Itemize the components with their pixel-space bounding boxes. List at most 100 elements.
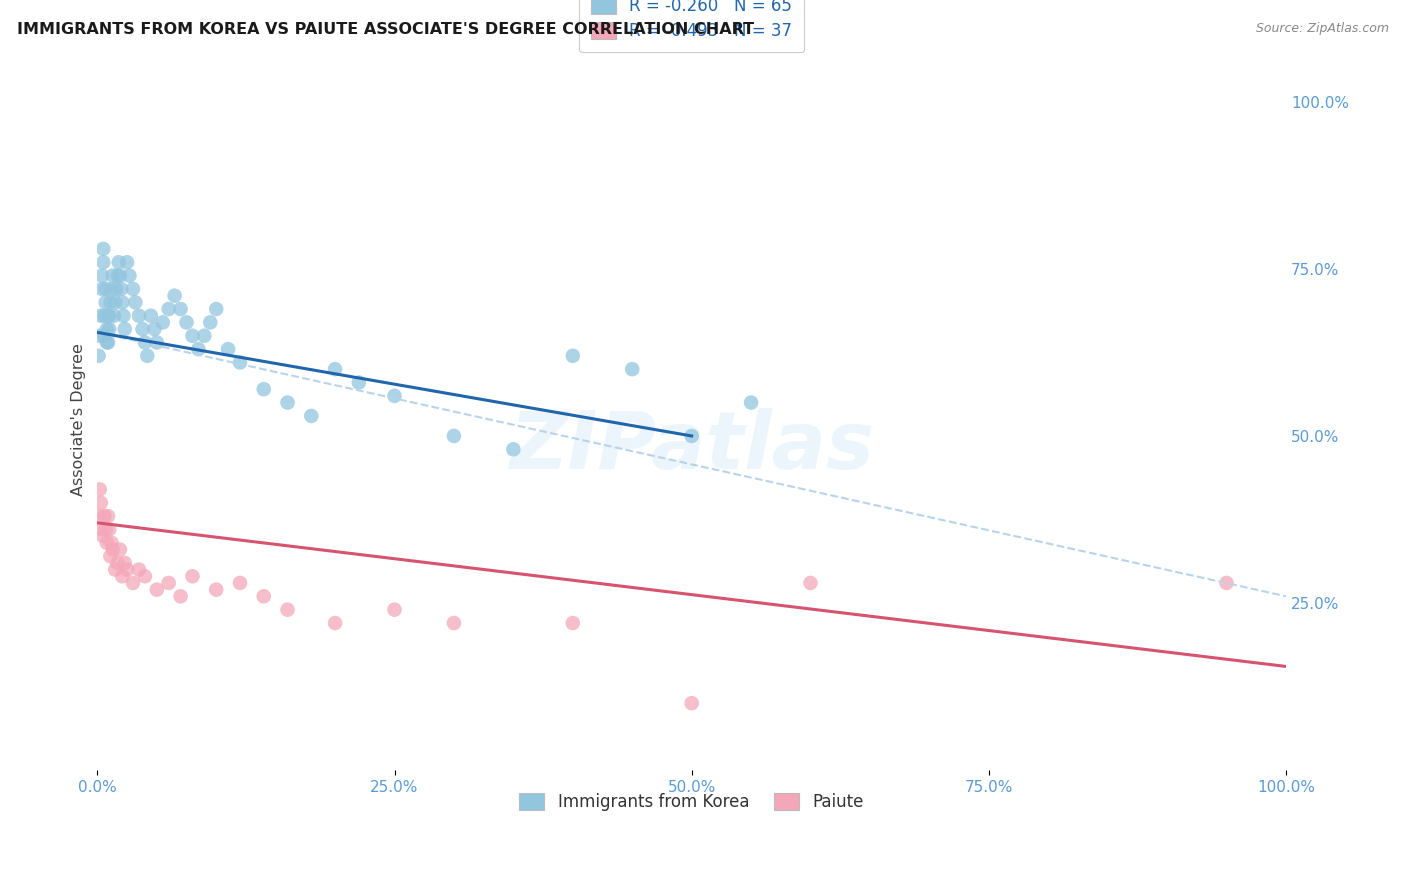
Point <box>253 589 276 603</box>
Point <box>107 556 129 570</box>
Point <box>100 282 122 296</box>
Point <box>89 328 111 343</box>
Point <box>91 529 114 543</box>
Legend: Immigrants from Korea, Paiute: Immigrants from Korea, Paiute <box>506 780 877 825</box>
Point <box>561 615 583 630</box>
Point <box>111 569 134 583</box>
Point <box>96 335 118 350</box>
Point <box>799 576 821 591</box>
Point <box>115 255 138 269</box>
Text: ZIPatlas: ZIPatlas <box>509 409 875 486</box>
Point <box>176 315 198 329</box>
Point <box>90 309 112 323</box>
Point <box>91 282 114 296</box>
Point <box>152 315 174 329</box>
Point <box>91 268 114 283</box>
Point <box>561 349 583 363</box>
Point <box>277 395 299 409</box>
Point <box>681 429 703 443</box>
Point <box>169 301 191 316</box>
Point <box>100 295 122 310</box>
Point <box>112 309 135 323</box>
Point <box>98 309 121 323</box>
Point <box>91 242 114 256</box>
Point <box>87 509 110 524</box>
Point <box>181 569 204 583</box>
Point <box>101 542 124 557</box>
Point <box>229 355 252 369</box>
Point <box>253 382 276 396</box>
Point <box>94 295 117 310</box>
Point <box>139 309 162 323</box>
Point <box>146 582 169 597</box>
Point <box>118 268 141 283</box>
Point <box>104 563 127 577</box>
Point <box>98 322 121 336</box>
Point <box>98 523 121 537</box>
Point <box>128 309 150 323</box>
Point <box>90 496 112 510</box>
Point <box>146 335 169 350</box>
Point <box>128 563 150 577</box>
Point <box>323 362 346 376</box>
Point <box>94 282 117 296</box>
Point <box>229 576 252 591</box>
Point <box>108 542 131 557</box>
Point <box>169 589 191 603</box>
Point <box>104 295 127 310</box>
Point <box>131 322 153 336</box>
Point <box>96 536 118 550</box>
Point <box>96 322 118 336</box>
Point <box>115 563 138 577</box>
Point <box>107 268 129 283</box>
Point <box>740 395 762 409</box>
Point <box>134 335 156 350</box>
Point <box>205 301 228 316</box>
Point <box>143 322 166 336</box>
Point <box>122 576 145 591</box>
Point <box>157 576 180 591</box>
Point <box>443 615 465 630</box>
Point <box>97 509 120 524</box>
Point <box>93 309 115 323</box>
Point <box>87 349 110 363</box>
Point <box>621 362 644 376</box>
Point <box>122 282 145 296</box>
Point <box>181 328 204 343</box>
Point <box>187 342 209 356</box>
Point <box>114 556 136 570</box>
Point <box>200 315 222 329</box>
Point <box>103 309 125 323</box>
Point <box>89 483 111 497</box>
Point <box>157 301 180 316</box>
Text: IMMIGRANTS FROM KOREA VS PAIUTE ASSOCIATE'S DEGREE CORRELATION CHART: IMMIGRANTS FROM KOREA VS PAIUTE ASSOCIAT… <box>17 22 754 37</box>
Point <box>107 255 129 269</box>
Point <box>217 342 239 356</box>
Point <box>384 389 406 403</box>
Point <box>108 268 131 283</box>
Point <box>443 429 465 443</box>
Point <box>91 523 114 537</box>
Point <box>110 282 132 296</box>
Point <box>100 549 122 564</box>
Point <box>384 602 406 616</box>
Point <box>114 322 136 336</box>
Point <box>277 602 299 616</box>
Point <box>100 536 122 550</box>
Point <box>323 615 346 630</box>
Point <box>93 509 115 524</box>
Point <box>97 309 120 323</box>
Point <box>502 442 524 457</box>
Point <box>299 409 322 423</box>
Point <box>347 376 370 390</box>
Y-axis label: Associate's Degree: Associate's Degree <box>72 343 86 496</box>
Point <box>105 282 128 296</box>
Point <box>134 569 156 583</box>
Point <box>163 288 186 302</box>
Text: Source: ZipAtlas.com: Source: ZipAtlas.com <box>1256 22 1389 36</box>
Point <box>91 255 114 269</box>
Point <box>124 295 146 310</box>
Point <box>97 335 120 350</box>
Point <box>93 328 115 343</box>
Point <box>1215 576 1237 591</box>
